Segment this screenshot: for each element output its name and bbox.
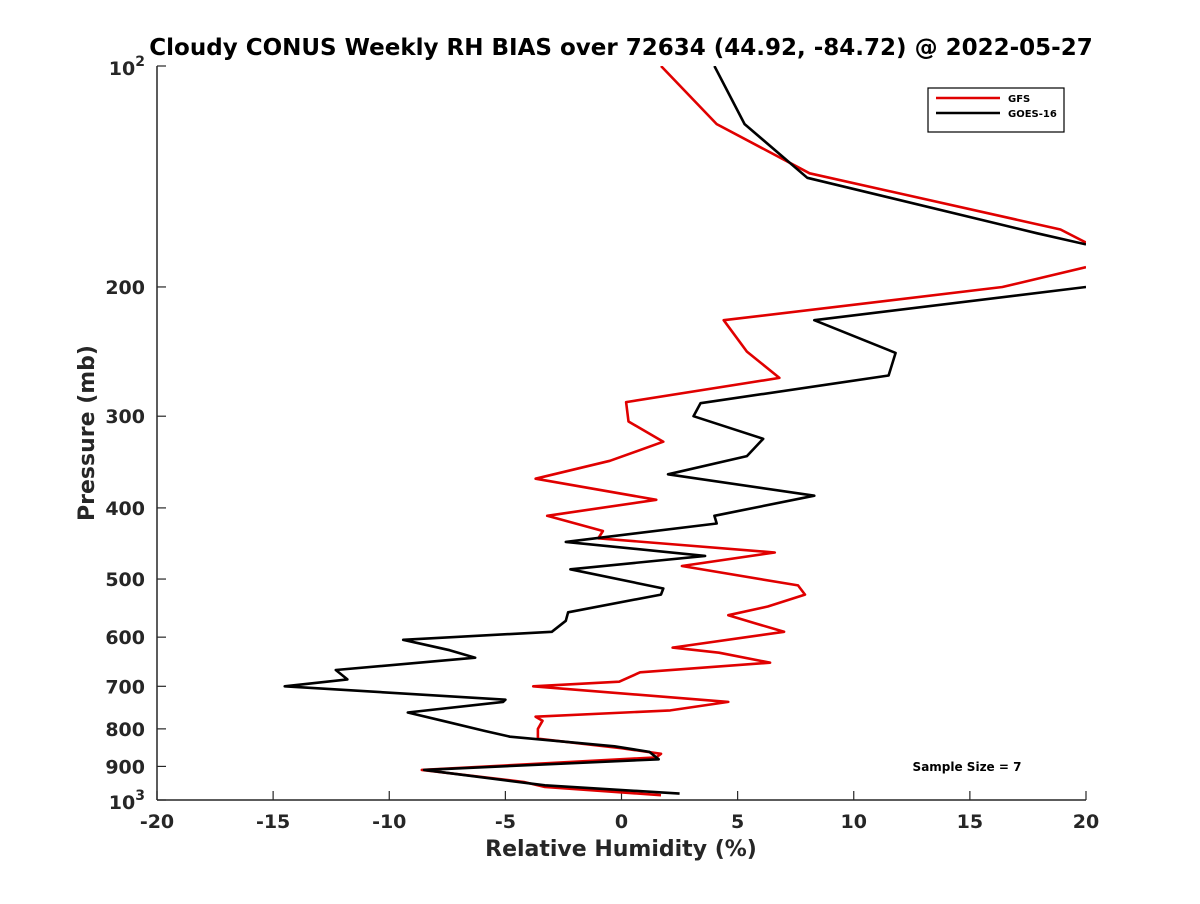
x-tick-label: 5 (731, 811, 744, 833)
legend-label: GOES-16 (1008, 109, 1057, 120)
upper-segment-line (660, 66, 1086, 244)
y-tick-label: 200 (105, 277, 145, 299)
chart-title: Cloudy CONUS Weekly RH BIAS over 72634 (… (149, 35, 1092, 61)
x-tick-label: -10 (372, 811, 406, 833)
x-tick-label: 15 (957, 811, 983, 833)
y-tick-label: 600 (105, 627, 145, 649)
x-tick-label: -20 (140, 811, 174, 833)
y-tick-base: 10 (109, 792, 135, 814)
goes-16-line (283, 285, 1086, 795)
y-tick-label: 300 (105, 406, 145, 428)
sample-size-annotation: Sample Size = 7 (913, 760, 1022, 774)
x-tick-label: 20 (1073, 811, 1099, 833)
x-tick-label: 0 (615, 811, 628, 833)
y-tick-label: 700 (105, 676, 145, 698)
plot-area: -20 -15 -10 -5 0 5 10 15 20102200300400500600700… (105, 54, 1099, 833)
x-tick-label: 10 (841, 811, 867, 833)
y-tick-label: 102 (109, 54, 145, 80)
y-tick-label: 900 (105, 756, 145, 778)
y-tick-exponent: 2 (135, 54, 145, 70)
y-tick-exponent: 3 (135, 788, 145, 804)
y-axis-label: Pressure (mb) (75, 345, 100, 521)
y-tick-label: 400 (105, 498, 145, 520)
legend: GFS GOES-16 (927, 87, 1065, 133)
y-tick-label: 500 (105, 569, 145, 591)
y-tick-label: 103 (109, 788, 145, 814)
legend-label: GFS (1008, 94, 1030, 105)
legend-box (927, 87, 1065, 133)
x-axis-label: Relative Humidity (%) (485, 837, 757, 862)
x-tick-label: -15 (256, 811, 290, 833)
upper-segment-line (713, 66, 1086, 246)
y-tick-label: 800 (105, 719, 145, 741)
y-tick-base: 10 (109, 58, 135, 80)
x-tick-label: -5 (495, 811, 516, 833)
